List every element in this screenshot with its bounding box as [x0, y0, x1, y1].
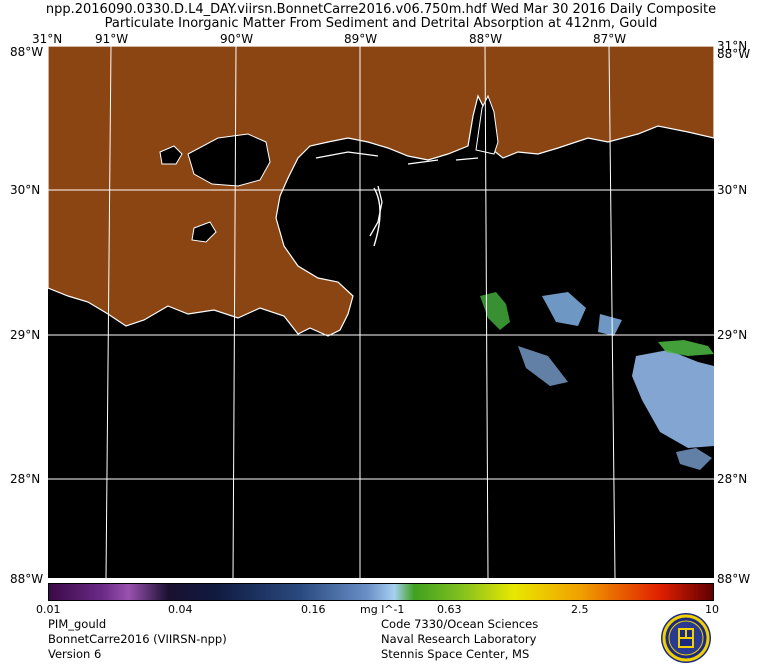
lat-label-top-right: 31°N: [717, 39, 748, 53]
satellite-map[interactable]: [48, 46, 714, 578]
colorbar-tick-0: 0.01: [36, 603, 61, 616]
footer-product: PIM_gould: [48, 617, 107, 631]
pim-patch-blue-4: [518, 346, 568, 386]
map-subtitle: Particulate Inorganic Matter From Sedime…: [104, 16, 658, 31]
footer-code: Code 7330/Ocean Sciences: [381, 617, 539, 631]
footer-lab: Naval Research Laboratory: [381, 632, 537, 646]
colorbar-tick-4: 0.63: [437, 603, 462, 616]
lon-label-91w: 91°W: [95, 32, 129, 46]
footer-version: Version 6: [48, 647, 102, 661]
lat-label-30n-right: 30°N: [717, 183, 748, 197]
lat-label-top-left: 31°N: [32, 32, 63, 46]
lat-label-29n-right: 29°N: [717, 328, 748, 342]
lon-label-89w: 89°W: [344, 32, 378, 46]
colorbar-tick-1: 0.04: [168, 603, 193, 616]
lake-maurepas: [159, 145, 183, 165]
graticule: [48, 46, 714, 578]
pim-patch-blue-1: [542, 292, 586, 326]
colorbar-tick-5: 2.5: [571, 603, 589, 616]
lat-label-29n-left: 29°N: [10, 328, 41, 342]
map-title: npp.2016090.0330.D.L4_DAY.viirsn.BonnetC…: [45, 2, 717, 17]
lon-label-bottom-left: 88°W: [10, 572, 44, 586]
colorbar-unit: mg l^-1: [360, 603, 405, 616]
map-svg: [48, 46, 714, 578]
nrl-seal-logo: [661, 613, 711, 663]
colorbar: [48, 583, 714, 601]
lon-label-87w: 87°W: [593, 32, 627, 46]
pim-patch-green-2: [658, 340, 714, 356]
chandeleur-islands: [373, 187, 381, 247]
lat-label-30n-left: 30°N: [10, 183, 41, 197]
lon-label-bottom-right: 88°W: [717, 572, 751, 586]
lat-label-28n-right: 28°N: [717, 472, 748, 486]
colorbar-tick-2: 0.16: [301, 603, 326, 616]
lon-label-88w: 88°W: [469, 32, 503, 46]
footer-dataset: BonnetCarre2016 (VIIRSN-npp): [48, 632, 227, 646]
colorbar-tick-6: 10: [705, 603, 719, 616]
lat-label-28n-left: 28°N: [10, 472, 41, 486]
lake-small: [191, 221, 217, 243]
pim-patch-blue-2: [598, 314, 622, 336]
pim-patch-blue-5: [676, 448, 712, 470]
lake-pontchartrain: [187, 133, 271, 187]
lon-label-90w: 90°W: [220, 32, 254, 46]
lon-label-top-left-overlap: 88°W: [10, 45, 44, 59]
footer-location: Stennis Space Center, MS: [381, 647, 530, 661]
barrier-islands: [315, 151, 479, 237]
pim-patch-blue-3: [632, 350, 714, 448]
land-area: [48, 46, 714, 337]
lon-label-top-right-overlap: 88°W: [717, 47, 751, 61]
mobile-bay: [475, 94, 499, 155]
pim-patch-green-1: [480, 292, 510, 330]
